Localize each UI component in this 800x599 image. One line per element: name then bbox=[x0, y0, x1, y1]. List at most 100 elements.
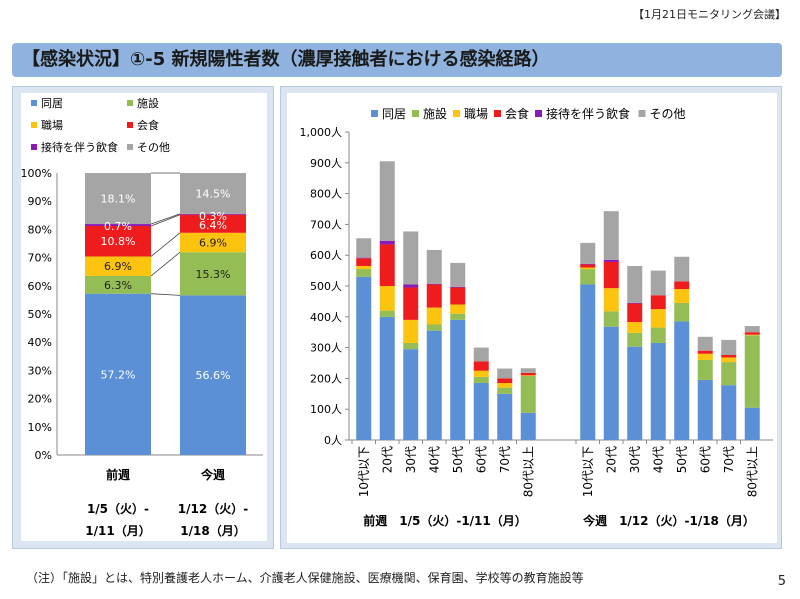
x-tick-label: 80代以上 bbox=[521, 446, 535, 497]
legend-swatch bbox=[535, 110, 542, 117]
bar-segment bbox=[520, 368, 536, 373]
bar-segment bbox=[744, 335, 760, 408]
y-tick-label: 10% bbox=[28, 421, 52, 434]
bar-segment bbox=[744, 332, 760, 335]
bar-segment bbox=[520, 412, 536, 440]
legend-swatch bbox=[371, 110, 378, 117]
data-label: 18.1% bbox=[101, 193, 136, 206]
y-tick-label: 300人 bbox=[310, 342, 342, 355]
bar-segment bbox=[697, 359, 713, 380]
bar-segment bbox=[450, 313, 466, 320]
group-label: 前週 1/5（火）-1/11（月） bbox=[363, 513, 527, 528]
bar-segment bbox=[580, 264, 596, 268]
data-label: 0.3% bbox=[199, 210, 227, 223]
legend-swatch bbox=[412, 110, 419, 117]
x-tick-label: 60代 bbox=[698, 446, 712, 473]
y-tick-label: 1,000人 bbox=[300, 126, 343, 139]
y-tick-label: 80% bbox=[28, 223, 52, 236]
x-tick-label: 80代以上 bbox=[745, 446, 759, 497]
x-tick-label: 10代以下 bbox=[357, 446, 371, 497]
connector-line bbox=[150, 232, 181, 257]
legend-swatch bbox=[127, 100, 133, 106]
bar-segment bbox=[603, 326, 619, 440]
bar-segment bbox=[497, 383, 513, 388]
bar-segment bbox=[697, 379, 713, 440]
category-date-label: 1/12（火）- bbox=[178, 501, 248, 516]
bar-segment bbox=[721, 354, 737, 358]
bar-segment bbox=[85, 293, 151, 455]
data-label: 6.9% bbox=[104, 260, 132, 273]
y-tick-label: 90% bbox=[28, 195, 52, 208]
legend-label: 職場 bbox=[464, 107, 488, 121]
legend-swatch bbox=[638, 110, 646, 117]
bar-segment bbox=[497, 378, 513, 384]
legend-swatch bbox=[31, 100, 37, 106]
legend-label: 施設 bbox=[137, 96, 159, 110]
page-number: 5 bbox=[777, 574, 786, 589]
bar-segment bbox=[180, 213, 246, 215]
x-tick-label: 20代 bbox=[604, 446, 618, 473]
connector-line bbox=[150, 214, 181, 227]
bar-segment bbox=[497, 368, 513, 379]
bar-segment bbox=[650, 295, 666, 310]
bar-segment bbox=[520, 375, 536, 413]
x-tick-label: 50代 bbox=[451, 446, 465, 473]
bar-segment bbox=[180, 232, 246, 253]
legend-label: 会食 bbox=[137, 118, 159, 132]
y-tick-label: 500人 bbox=[310, 280, 342, 293]
bar-segment bbox=[180, 295, 246, 455]
y-tick-label: 0人 bbox=[324, 434, 342, 447]
bar-segment bbox=[650, 309, 666, 328]
y-tick-label: 40% bbox=[28, 336, 52, 349]
legend-swatch bbox=[31, 144, 37, 150]
bar-segment bbox=[721, 385, 737, 440]
bar-segment bbox=[379, 161, 395, 241]
bar-segment bbox=[180, 214, 246, 233]
y-tick-label: 50% bbox=[28, 308, 52, 321]
category-date-label: 1/18（月） bbox=[180, 523, 245, 538]
data-label: 14.5% bbox=[196, 187, 231, 200]
bar-segment bbox=[403, 342, 419, 350]
bar-segment bbox=[650, 342, 666, 440]
bar-segment bbox=[426, 249, 442, 284]
bar-segment bbox=[426, 324, 442, 331]
count-chart-panel: 同居 施設 職場 会食 接待を伴う飲食 その他 0人 100人 200人 300人 400人 500人… bbox=[280, 86, 782, 549]
bar-segment bbox=[497, 387, 513, 394]
bar-segment bbox=[650, 327, 666, 343]
bar-segment bbox=[674, 302, 690, 322]
legend-label: 職場 bbox=[41, 119, 63, 132]
bar-segment bbox=[603, 261, 619, 289]
legend-label: 同居 bbox=[41, 97, 63, 110]
bar-segment bbox=[580, 267, 596, 270]
x-tick-label: 10代以下 bbox=[581, 446, 595, 497]
legend-label: 同居 bbox=[382, 107, 406, 121]
bar-segment bbox=[85, 256, 151, 276]
legend-label: その他 bbox=[137, 141, 170, 154]
connector-line bbox=[150, 251, 181, 277]
x-tick-label: 今週 bbox=[200, 467, 225, 482]
bar-segment bbox=[697, 350, 713, 354]
bar-segment bbox=[426, 330, 442, 440]
percent-chart-panel: 同居 施設 職場 会食 接待を伴う飲食 その他 0% 10% 20% 30% 40% 50% 60% 70… bbox=[12, 86, 274, 549]
legend-label: 会食 bbox=[505, 106, 529, 121]
x-tick-label: 40代 bbox=[427, 446, 441, 473]
bar-segment bbox=[697, 336, 713, 351]
legend-swatch bbox=[127, 122, 133, 128]
connector-line bbox=[150, 293, 181, 296]
bar-segment bbox=[744, 334, 760, 336]
y-tick-label: 800人 bbox=[310, 188, 342, 201]
bar-segment bbox=[379, 316, 395, 440]
page-title: 【感染状況】①-5 新規陽性者数（濃厚接触者における感染経路） bbox=[12, 43, 782, 77]
y-tick-label: 60% bbox=[28, 280, 52, 293]
data-label: 10.8% bbox=[101, 235, 136, 248]
bar-segment bbox=[603, 288, 619, 312]
connector-line bbox=[150, 213, 181, 225]
category-date-label: 1/5（火）- bbox=[87, 501, 149, 516]
bar-segment bbox=[473, 347, 489, 362]
bar-segment bbox=[426, 283, 442, 285]
bar-segment bbox=[674, 256, 690, 282]
bar-segment bbox=[473, 383, 489, 440]
bar-segment bbox=[85, 173, 151, 225]
legend-swatch bbox=[494, 110, 501, 117]
bar-segment bbox=[744, 326, 760, 333]
